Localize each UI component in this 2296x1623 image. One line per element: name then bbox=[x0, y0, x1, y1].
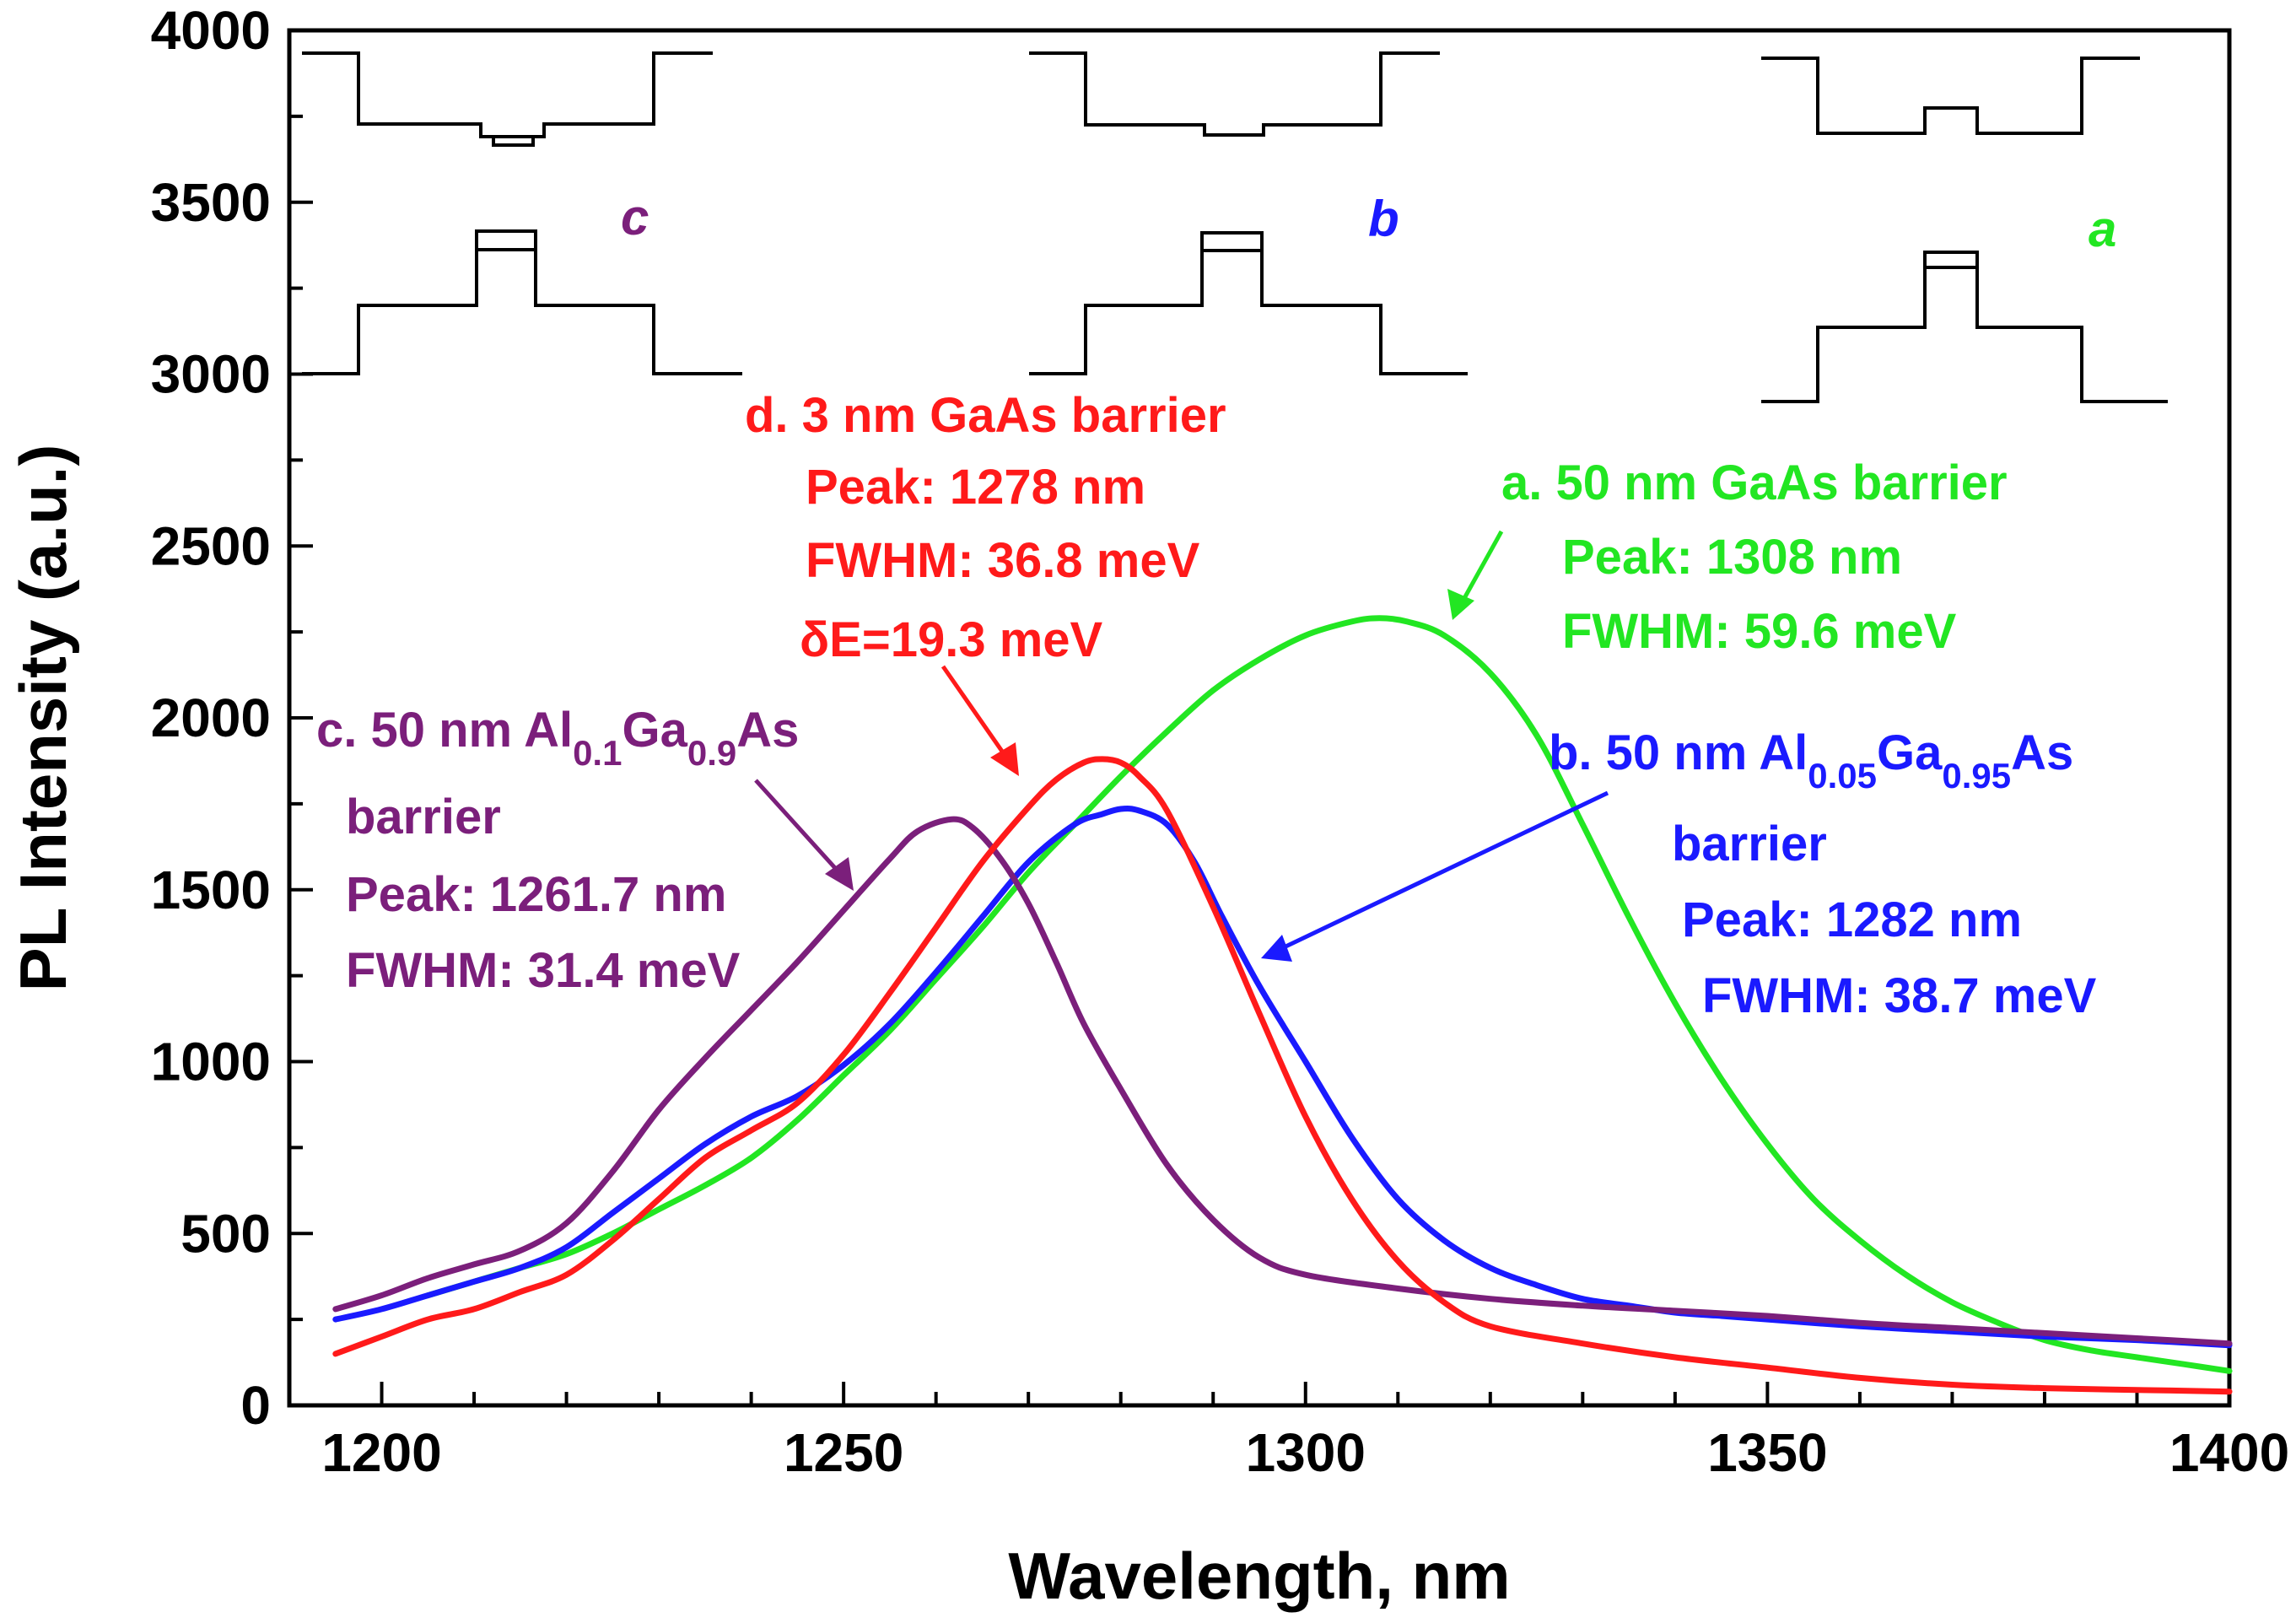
annotation-b: b. 50 nm Al0.05Ga0.95As barrier Peak: 12… bbox=[1549, 725, 2097, 1023]
annotation-b-line2: barrier bbox=[1672, 817, 1827, 871]
annotation-d-line1: d. 3 nm GaAs barrier bbox=[745, 388, 1226, 443]
y-tick-label: 4000 bbox=[151, 0, 271, 61]
series-d-line bbox=[332, 756, 2233, 1395]
annotation-a-line2: Peak: 1308 nm bbox=[1562, 530, 1902, 585]
annotation-d-line4: δE=19.3 meV bbox=[800, 612, 1103, 667]
annotation-d-line3: FWHM: 36.8 meV bbox=[806, 533, 1200, 588]
inset-label-c: c bbox=[621, 189, 649, 245]
arrowhead-a bbox=[1447, 589, 1474, 620]
y-tick-label: 2500 bbox=[151, 515, 271, 576]
annotation-d-line2: Peak: 1278 nm bbox=[806, 460, 1145, 515]
band-diagram-inset-c bbox=[302, 51, 742, 375]
arrowhead-c bbox=[825, 857, 854, 891]
arrow-c bbox=[754, 779, 845, 879]
y-tick-label: 0 bbox=[240, 1375, 271, 1436]
inset-label-a: a bbox=[2088, 201, 2116, 257]
annotation-c-line4: FWHM: 31.4 meV bbox=[346, 943, 741, 998]
arrowhead-b bbox=[1261, 935, 1292, 962]
x-tick-label: 1200 bbox=[321, 1422, 441, 1483]
annotation-b-line1: b. 50 nm Al0.05Ga0.95As bbox=[1549, 725, 2073, 795]
x-tick-label: 1250 bbox=[784, 1422, 903, 1483]
y-tick-label: 1000 bbox=[151, 1032, 271, 1092]
annotation-c-line1: c. 50 nm Al0.1Ga0.9As bbox=[316, 703, 799, 773]
band-diagram-inset-b bbox=[1029, 51, 1468, 375]
y-tick-label: 2000 bbox=[151, 687, 271, 748]
annotation-a-line1: a. 50 nm GaAs barrier bbox=[1501, 456, 2008, 510]
annotation-d: d. 3 nm GaAs barrier Peak: 1278 nm FWHM:… bbox=[745, 388, 1226, 667]
y-tick-label: 500 bbox=[181, 1203, 271, 1264]
y-tick-label: 1500 bbox=[151, 860, 271, 920]
arrow-d bbox=[940, 665, 1013, 765]
annotation-arrows bbox=[754, 530, 1609, 962]
y-tick-label: 3000 bbox=[151, 344, 271, 405]
axis-ticks: 1200 1250 1300 1350 1400 0 500 1000 1500 2000 2500… bbox=[151, 0, 2290, 1483]
annotation-c-line2: barrier bbox=[346, 790, 501, 844]
series-layer bbox=[332, 615, 2233, 1395]
band-diagram-inset-a bbox=[1761, 57, 2168, 403]
plot-frame bbox=[287, 28, 2232, 1408]
annotation-c: c. 50 nm Al0.1Ga0.9As barrier Peak: 1261… bbox=[316, 703, 799, 998]
y-axis-title: PL Intensity (a.u.) bbox=[6, 445, 80, 992]
x-tick-label: 1400 bbox=[2169, 1422, 2289, 1483]
x-tick-label: 1350 bbox=[1707, 1422, 1827, 1483]
series-c-line bbox=[332, 816, 2233, 1347]
arrow-b bbox=[1280, 790, 1609, 951]
x-tick-label: 1300 bbox=[1246, 1422, 1366, 1483]
inset-label-b: b bbox=[1368, 191, 1399, 247]
annotation-b-line3: Peak: 1282 nm bbox=[1682, 892, 2022, 947]
x-axis-title: Wavelength, nm bbox=[1008, 1539, 1510, 1613]
annotation-c-line3: Peak: 1261.7 nm bbox=[346, 867, 726, 922]
annotation-a-line3: FWHM: 59.6 meV bbox=[1562, 604, 1957, 659]
arrow-a bbox=[1457, 530, 1504, 609]
annotation-a: a. 50 nm GaAs barrier Peak: 1308 nm FWHM… bbox=[1501, 456, 2008, 659]
arrowhead-d bbox=[990, 742, 1019, 776]
annotation-b-line4: FWHM: 38.7 meV bbox=[1702, 968, 2097, 1023]
y-tick-label: 3500 bbox=[151, 172, 271, 233]
series-a-line bbox=[424, 615, 2233, 1374]
